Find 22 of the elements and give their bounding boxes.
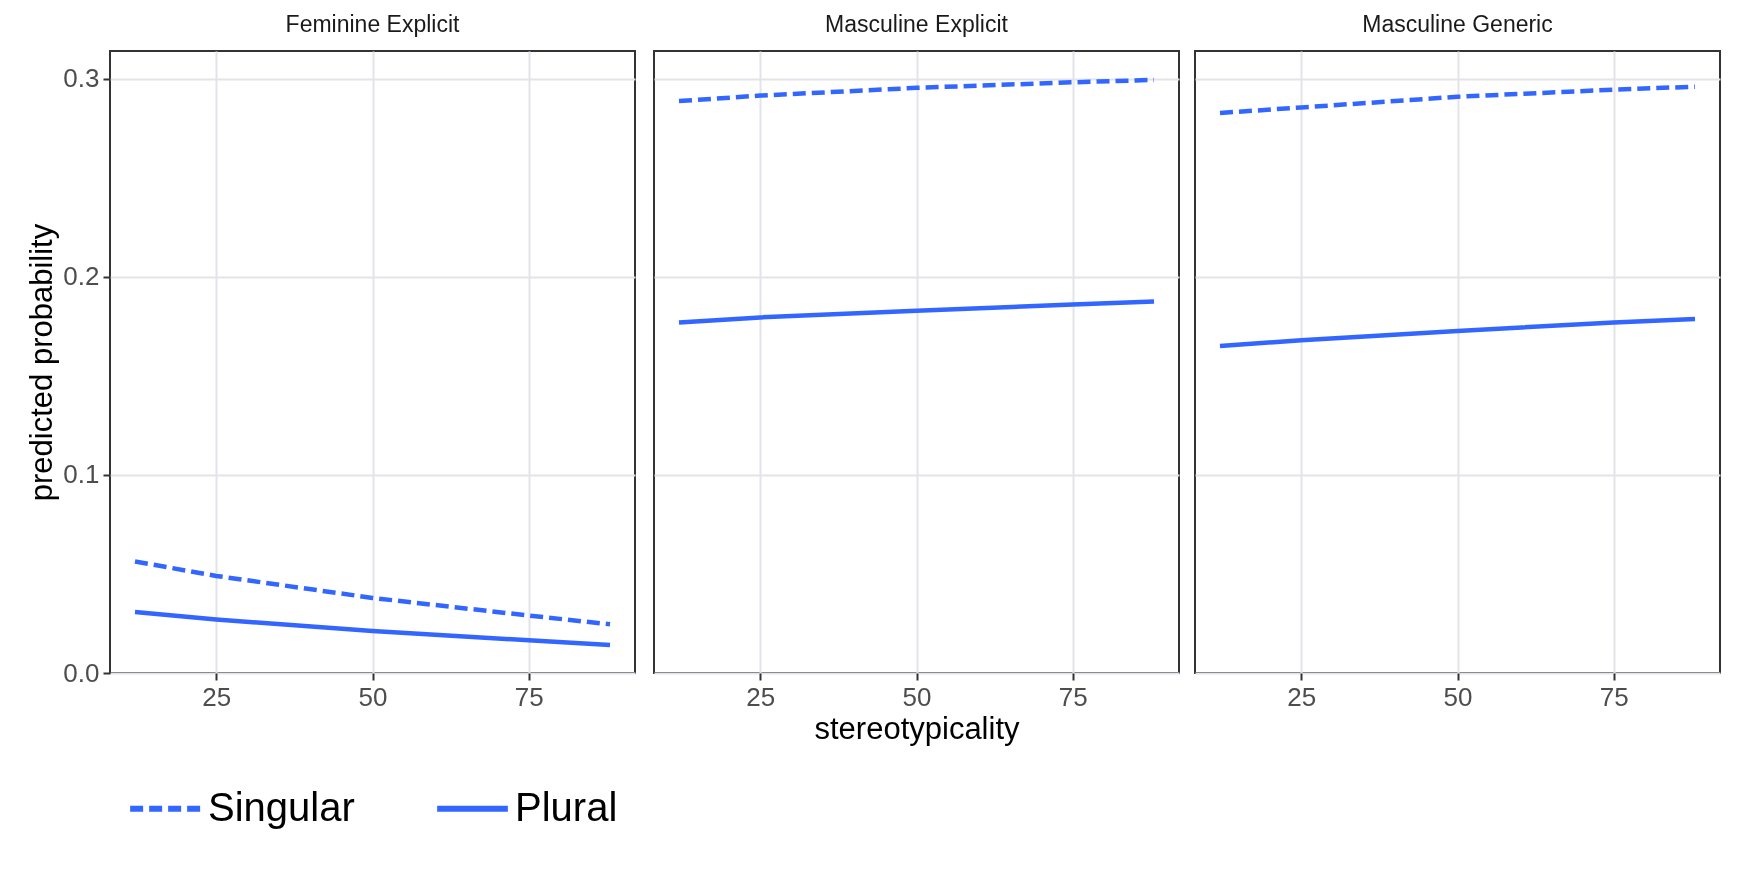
x-tick-label: 75 xyxy=(1058,681,1088,712)
x-tick-label: 50 xyxy=(1443,681,1473,712)
x-tick-label: 50 xyxy=(358,681,388,712)
x-tick-label: 75 xyxy=(514,681,544,712)
line-series xyxy=(132,609,613,648)
legend-label: Singular xyxy=(208,784,355,829)
y-tick-label: 0.1 xyxy=(63,459,100,490)
y-tick-label: 0.3 xyxy=(63,63,100,94)
chart-title: Feminine Explicit xyxy=(285,11,461,37)
chart-title: Masculine Generic xyxy=(1362,11,1553,37)
x-axis-title: stereotypicality xyxy=(814,710,1021,746)
x-tick-label: 25 xyxy=(746,681,776,712)
y-tick-label: 0.2 xyxy=(63,261,100,292)
line-series xyxy=(132,559,613,627)
legend-label: Plural xyxy=(515,784,618,829)
chart-title: Masculine Explicit xyxy=(825,11,1009,37)
x-tick-label: 25 xyxy=(202,681,232,712)
x-tick-label: 75 xyxy=(1599,681,1629,712)
y-axis-title: predicted probability xyxy=(24,223,60,502)
x-tick-label: 25 xyxy=(1287,681,1317,712)
x-tick-label: 50 xyxy=(902,681,932,712)
y-tick-label: 0.0 xyxy=(63,657,100,688)
